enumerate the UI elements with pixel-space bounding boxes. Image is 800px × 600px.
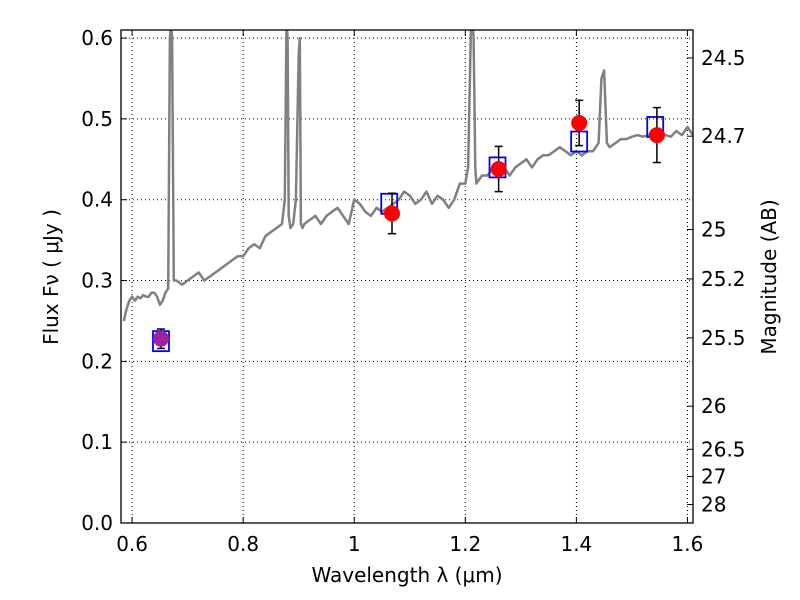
x-tick-label: 1.2	[449, 532, 481, 556]
x-tick-label: 1.6	[672, 532, 704, 556]
right-tick-label: 25	[701, 218, 726, 242]
observed-point	[571, 114, 588, 131]
observed-point	[152, 330, 169, 347]
y-tick-label: 0.4	[81, 188, 113, 212]
y-tick-label: 0.6	[81, 26, 113, 50]
observed-point	[490, 161, 507, 178]
x-tick-label: 1.4	[560, 532, 592, 556]
right-tick-label: 26	[701, 394, 726, 418]
grid-lines	[121, 30, 693, 524]
observed-point	[648, 127, 665, 144]
right-axis-label: Magnitude (AB)	[757, 199, 781, 354]
y-tick-label: 0.1	[81, 430, 113, 454]
axis-ticks: 0.6 0.8 1 1.2 1.4 1.6 0.0 0.1 0.2 0.3 0.4 0.5 0.6 24.…	[81, 26, 745, 556]
spectrum-line	[122, 30, 693, 322]
right-tick-label: 27	[701, 464, 726, 488]
spectrum-layer	[122, 30, 693, 322]
right-tick-label: 25.5	[701, 326, 746, 350]
x-axis-label: Wavelength λ (μm)	[311, 563, 502, 587]
y-axis-label: Flux Fν ( μJy )	[39, 209, 63, 345]
right-tick-label: 26.5	[701, 437, 746, 461]
observed-point	[384, 205, 401, 222]
points-layer	[152, 99, 665, 353]
right-tick-label: 24.5	[701, 46, 746, 70]
plot-frame	[120, 29, 694, 524]
x-tick-label: 0.6	[116, 532, 148, 556]
y-tick-label: 0.5	[81, 107, 113, 131]
y-tick-label: 0.3	[81, 269, 113, 293]
x-tick-label: 1	[348, 532, 361, 556]
right-tick-label: 25.2	[701, 267, 746, 291]
y-tick-label: 0.2	[81, 349, 113, 373]
right-tick-label: 24.7	[701, 124, 746, 148]
y-tick-label: 0.0	[81, 511, 113, 535]
right-tick-label: 28	[701, 492, 726, 516]
x-tick-label: 0.8	[227, 532, 259, 556]
